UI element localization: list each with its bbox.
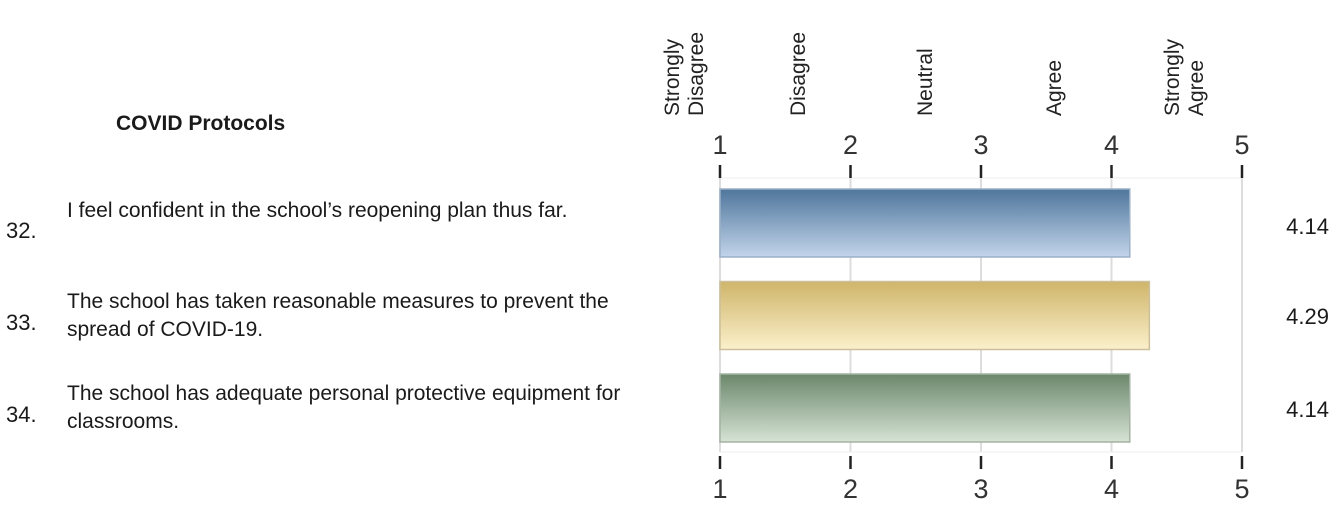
scale-label: Neutral	[914, 48, 937, 116]
scale-label: Agree	[1043, 60, 1066, 116]
tick-label: 5	[1234, 474, 1249, 504]
bars	[719, 188, 1151, 443]
bar-value-label: 4.29	[1286, 304, 1329, 329]
bar	[719, 188, 1131, 258]
tick-label: 3	[973, 130, 988, 160]
scale-labels: Strongly Disagree Disagree Neutral Agree Stro…	[661, 32, 1208, 116]
tick-label: 1	[712, 474, 727, 504]
axes: 1 1 2 2 3 3 4 4 5 5	[712, 130, 1249, 504]
question-number: 32.	[6, 218, 37, 243]
bar-value-label: 4.14	[1286, 397, 1329, 422]
scale-label: Strongly	[661, 38, 684, 116]
tick-label: 1	[712, 130, 727, 160]
bar	[719, 373, 1131, 443]
tick-label: 4	[1104, 474, 1119, 504]
scale-label: Disagree	[685, 32, 708, 116]
question-number: 34.	[6, 402, 37, 427]
tick-label: 3	[973, 474, 988, 504]
bar	[719, 280, 1151, 351]
tick-label: 5	[1234, 130, 1249, 160]
question-text: The school has taken reasonable measures…	[67, 290, 609, 341]
bar-value-label: 4.14	[1286, 214, 1329, 239]
tick-label: 2	[843, 474, 858, 504]
question-text: I feel confident in the school’s reopeni…	[67, 199, 568, 222]
question-text: The school has adequate personal protect…	[67, 382, 621, 433]
question-number: 33.	[6, 310, 37, 335]
scale-label: Agree	[1185, 60, 1208, 116]
scale-label: Disagree	[787, 32, 810, 116]
section-title: COVID Protocols	[116, 112, 286, 135]
tick-label: 2	[843, 130, 858, 160]
scale-label: Strongly	[1161, 38, 1184, 116]
tick-label: 4	[1104, 130, 1119, 160]
